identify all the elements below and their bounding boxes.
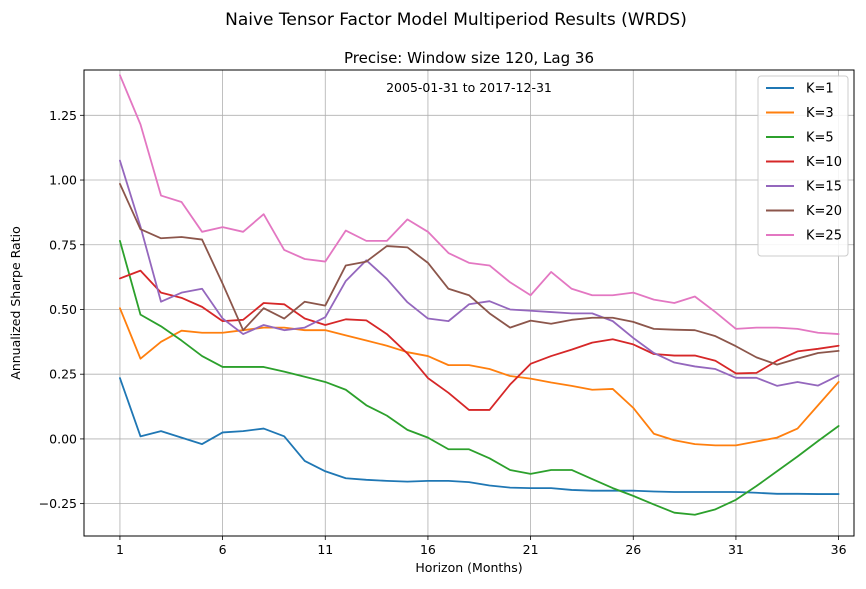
x-tick-label: 1 xyxy=(116,542,124,557)
legend-label: K=3 xyxy=(806,106,834,121)
series-line-k25 xyxy=(119,74,840,335)
series-line-k10 xyxy=(119,269,840,411)
x-tick-label: 16 xyxy=(420,542,436,557)
legend-label: K=10 xyxy=(806,155,842,170)
legend-label: K=15 xyxy=(806,180,842,195)
legend-label: K=1 xyxy=(806,82,834,97)
y-tick-label: 0.00 xyxy=(49,431,77,446)
x-axis: 1 6 11 16 21 26 31 36 xyxy=(116,536,847,557)
y-axis: −0.25 0.00 0.25 0.50 0.75 1.00 1.25 xyxy=(39,108,84,511)
x-axis-label: Horizon (Months) xyxy=(415,560,522,575)
plot-frame xyxy=(83,69,855,537)
x-tick-label: 36 xyxy=(831,542,847,557)
x-tick-label: 6 xyxy=(219,542,227,557)
series-layer xyxy=(119,74,840,516)
y-tick-label: 1.25 xyxy=(49,108,77,123)
series-line-k1 xyxy=(119,377,840,495)
legend-label: K=20 xyxy=(806,204,842,219)
series-line-k5 xyxy=(119,239,840,516)
x-tick-label: 21 xyxy=(523,542,539,557)
series-line-k20 xyxy=(119,183,840,366)
y-tick-label: 0.75 xyxy=(49,237,77,252)
series-line-k15 xyxy=(119,159,840,387)
y-tick-label: 0.25 xyxy=(49,367,77,382)
legend-label: K=5 xyxy=(806,131,834,146)
x-tick-label: 11 xyxy=(317,542,333,557)
date-range-annotation: 2005-01-31 to 2017-12-31 xyxy=(386,80,552,95)
chart-title: Precise: Window size 120, Lag 36 xyxy=(344,49,594,67)
x-tick-label: 26 xyxy=(625,542,641,557)
figure-suptitle: Naive Tensor Factor Model Multiperiod Re… xyxy=(225,10,687,30)
legend-label: K=25 xyxy=(806,229,842,244)
y-tick-label: −0.25 xyxy=(39,496,77,511)
x-tick-label: 31 xyxy=(728,542,744,557)
legend: K=1 K=3 K=5 K=10 K=15 K=20 K=25 xyxy=(757,75,849,257)
y-tick-label: 0.50 xyxy=(49,302,77,317)
y-axis-label: Annualized Sharpe Ratio xyxy=(8,226,23,379)
y-tick-label: 1.00 xyxy=(49,173,77,188)
